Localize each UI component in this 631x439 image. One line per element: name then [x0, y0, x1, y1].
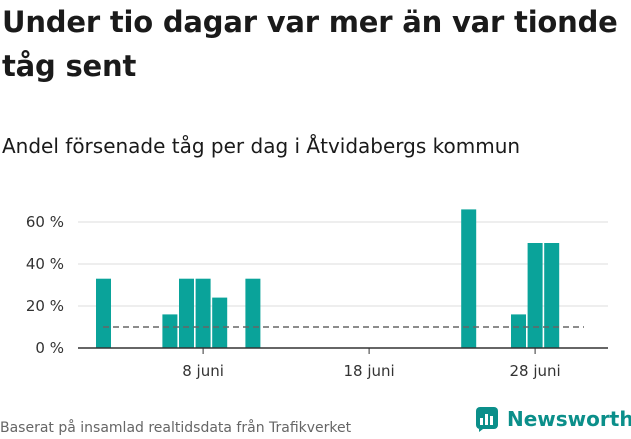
source-note: Baserat på insamlad realtidsdata från Tr… [0, 420, 352, 436]
brand-logo[interactable]: Newsworthy [475, 406, 631, 432]
y-axis-labels: 0 % 20 % 40 % 60 % [26, 213, 64, 357]
brand-name: Newsworthy [507, 407, 631, 431]
bar-day-9 [212, 297, 228, 348]
x-tick-label-28: 28 juni [509, 362, 560, 380]
bar-day-28 [527, 243, 543, 348]
x-tick-label-8: 8 juni [182, 362, 224, 380]
bar-day-6 [162, 314, 178, 348]
bar-day-27 [511, 314, 526, 348]
bar-day-29 [544, 243, 560, 348]
x-axis-labels: 8 juni 18 juni 28 juni [182, 362, 560, 380]
x-axis [78, 347, 608, 354]
bar-chart: 0 % 20 % 40 % 60 % 8 juni 18 juni 28 juni [26, 209, 608, 380]
y-tick-label-20: 20 % [26, 297, 64, 315]
bar-day-8 [195, 278, 211, 348]
chart-subtitle: Andel försenade tåg per dag i Åtvidaberg… [2, 134, 521, 158]
grid-lines [78, 221, 608, 307]
y-tick-label-40: 40 % [26, 255, 64, 273]
y-tick-label-60: 60 % [26, 213, 64, 231]
bar-day-2 [96, 278, 111, 348]
x-tick-label-18: 18 juni [343, 362, 394, 380]
bar-day-24 [461, 209, 477, 348]
chart-title: Under tio dagar var mer än var tionde tå… [2, 5, 618, 83]
bar-day-7 [179, 278, 194, 348]
newsworthy-logo-icon [476, 407, 498, 432]
y-tick-label-0: 0 % [35, 339, 64, 357]
bar-day-11 [245, 278, 261, 348]
bar-series [96, 209, 560, 348]
